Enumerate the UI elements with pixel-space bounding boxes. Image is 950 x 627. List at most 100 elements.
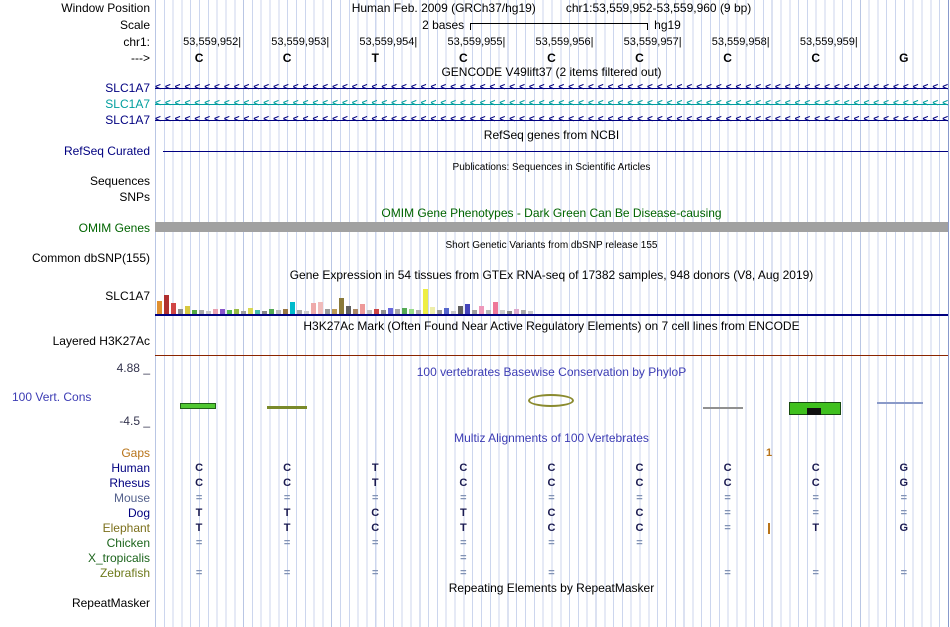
track-title-100-vertebrates-basewise-conservation[interactable]: 100 vertebrates Basewise Conservation by… — [416, 365, 687, 379]
track-label-refseq-curated[interactable]: RefSeq Curated — [63, 144, 150, 158]
alignment-base-cell: = — [812, 492, 819, 504]
gencode-transcript-row[interactable]: <<<<<<<<<<<<<<<<<<<<<<<<<<<<<<<<<<<<<<<<… — [155, 112, 948, 128]
species-label-x-tropicalis[interactable]: X_tropicalis — [87, 551, 150, 565]
species-label-mouse[interactable]: Mouse — [113, 491, 150, 505]
omim-genes-bar[interactable] — [155, 222, 948, 232]
gtex-expression-bar — [346, 306, 351, 314]
track-label-100-vert-cons[interactable]: 100 Vert. Cons — [12, 390, 92, 404]
gtex-expression-bar — [332, 309, 337, 314]
alignment-row-chicken[interactable]: = = = = = = — [155, 536, 948, 551]
alignment-base-cell: C — [195, 462, 204, 474]
alignment-base-cell: T — [812, 522, 820, 534]
alignment-base-cell: = — [724, 567, 731, 579]
refseq-curated-line[interactable] — [163, 151, 948, 152]
track-title-omim-gene-phenotypes-dark[interactable]: OMIM Gene Phenotypes - Dark Green Can Be… — [381, 206, 722, 220]
alignment-row-mouse[interactable]: = = = = = = = = = — [155, 491, 948, 506]
gtex-expression-bar — [192, 310, 197, 314]
alignment-row-x-tropicalis[interactable]: = — [155, 551, 948, 566]
gtex-expression-bar — [241, 311, 246, 314]
alignment-base-cell: = — [195, 492, 203, 504]
track-label-slc1a7[interactable]: SLC1A7 — [105, 289, 150, 303]
gtex-expression-bar — [395, 309, 400, 314]
species-label-gaps[interactable]: Gaps — [121, 446, 150, 460]
track-label-chr1[interactable]: chr1: — [123, 35, 150, 49]
gtex-expression-bar — [248, 308, 253, 314]
alignment-base-cell — [860, 446, 948, 461]
species-label-zebrafish[interactable]: Zebrafish — [99, 566, 150, 580]
left-arrows-glyphs: <<<<<<<<<<<<<<<<<<<<<<<<<<<<<<<<<<<<<<<<… — [155, 98, 948, 109]
track-title-multiz-alignments-of-100[interactable]: Multiz Alignments of 100 Vertebrates — [454, 431, 649, 445]
alignment-base-cell — [684, 536, 772, 551]
alignment-base-cell: C — [283, 462, 292, 474]
track-label-omim-genes[interactable]: OMIM Genes — [78, 221, 150, 235]
alignment-base-cell — [860, 536, 948, 551]
track-title-publications-sequences-in-scientific[interactable]: Publications: Sequences in Scientific Ar… — [452, 162, 651, 173]
alignment-row-gaps[interactable]: 1 — [155, 446, 948, 461]
gtex-expression-bar — [325, 309, 330, 314]
track-label-repeatmasker[interactable]: RepeatMasker — [71, 596, 150, 610]
alignment-base-cell: = — [283, 492, 291, 504]
track-label-snps[interactable]: SNPs — [119, 190, 150, 204]
alignment-base-cell: = — [195, 537, 203, 549]
gtex-expression-chart[interactable] — [157, 284, 946, 314]
alignment-base-cell: = — [724, 492, 731, 504]
track-label-slc1a7[interactable]: SLC1A7 — [105, 113, 150, 127]
gtex-expression-bar — [458, 306, 463, 314]
alignment-base-cell: C — [459, 462, 468, 474]
species-label-rhesus[interactable]: Rhesus — [109, 476, 150, 490]
alignment-base-cell — [155, 446, 243, 461]
alignment-base-cell — [772, 551, 860, 566]
species-label-human[interactable]: Human — [111, 461, 150, 475]
alignment-base-cell: C — [811, 462, 820, 474]
gtex-expression-bar — [220, 309, 225, 314]
alignment-base-cell: T — [283, 507, 291, 519]
gtex-expression-bar — [437, 310, 442, 314]
track-label-4-88[interactable]: 4.88 _ — [116, 361, 150, 375]
base-letter: C — [194, 51, 204, 65]
track-title-repeating-elements-by-repeatmasker[interactable]: Repeating Elements by RepeatMasker — [448, 581, 655, 595]
base-letter: C — [635, 51, 644, 65]
alignment-base-cell: G — [899, 522, 909, 534]
alignment-base-cell: = — [460, 567, 467, 579]
track-title-h3k27ac-mark-often-found[interactable]: H3K27Ac Mark (Often Found Near Active Re… — [303, 319, 800, 333]
gencode-transcript-row[interactable]: <<<<<<<<<<<<<<<<<<<<<<<<<<<<<<<<<<<<<<<<… — [155, 96, 948, 112]
alignment-row-dog[interactable]: T T C T C C = = = — [155, 506, 948, 521]
track-label-window-position[interactable]: Window Position — [61, 1, 150, 15]
alignment-base-cell: T — [459, 522, 467, 534]
transcript-line — [155, 120, 948, 121]
ruler-position-label: 53,559,959| — [799, 36, 858, 48]
alignment-base-cell: C — [635, 507, 644, 519]
track-label-[interactable]: ---> — [131, 51, 150, 65]
species-label-dog[interactable]: Dog — [127, 506, 150, 520]
track-title-gencode-v49lift37-2-items[interactable]: GENCODE V49lift37 (2 items filtered out) — [441, 65, 662, 79]
track-label-common-dbsnp-155[interactable]: Common dbSNP(155) — [31, 251, 150, 265]
track-label-layered-h3k27ac[interactable]: Layered H3K27Ac — [52, 334, 150, 348]
alignment-row-elephant[interactable]: T T C T C C = T G — [155, 521, 948, 536]
track-label-slc1a7[interactable]: SLC1A7 — [105, 81, 150, 95]
alignment-base-cell — [772, 536, 860, 551]
gtex-expression-bar — [423, 289, 428, 314]
base-letter: C — [282, 51, 292, 65]
track-title-refseq-genes-from-ncbi[interactable]: RefSeq genes from NCBI — [483, 128, 620, 142]
alignment-row-zebrafish[interactable]: = = = = = = = = — [155, 566, 948, 581]
track-label-column: Window Position Scale chr1: ---> SLC1A7 SLC1A… — [0, 0, 153, 627]
h3k27ac-signal-line[interactable] — [155, 355, 948, 356]
track-label-4-5[interactable]: -4.5 _ — [119, 414, 150, 428]
alignment-base-cell: C — [723, 462, 732, 474]
gencode-transcript-row[interactable]: <<<<<<<<<<<<<<<<<<<<<<<<<<<<<<<<<<<<<<<<… — [155, 80, 948, 96]
alignment-base-cell: T — [195, 507, 203, 519]
gtex-expression-bar — [486, 310, 491, 314]
track-label-scale[interactable]: Scale — [119, 18, 150, 32]
track-title-gene-expression-in-54[interactable]: Gene Expression in 54 tissues from GTEx … — [289, 268, 814, 282]
track-label-sequences[interactable]: Sequences — [89, 174, 150, 188]
transcript-line — [155, 104, 948, 105]
alignment-base-cell: T — [195, 522, 203, 534]
gtex-expression-bar — [493, 302, 498, 314]
track-title-short-genetic-variants-from[interactable]: Short Genetic Variants from dbSNP releas… — [445, 240, 658, 251]
species-label-chicken[interactable]: Chicken — [106, 536, 150, 550]
species-label-elephant[interactable]: Elephant — [102, 521, 150, 535]
conservation-mark — [528, 394, 574, 407]
track-label-slc1a7[interactable]: SLC1A7 — [105, 97, 150, 111]
